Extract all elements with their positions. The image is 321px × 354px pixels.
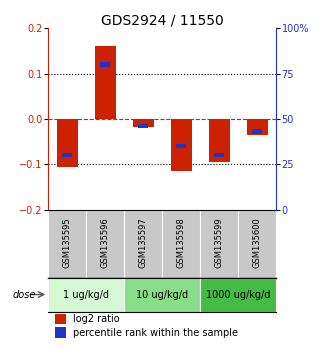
- Bar: [55, 314, 66, 324]
- Text: log2 ratio: log2 ratio: [73, 314, 120, 324]
- Bar: [133, 119, 153, 127]
- Bar: [238, 210, 276, 278]
- Text: 1 ug/kg/d: 1 ug/kg/d: [63, 290, 109, 299]
- Bar: [124, 210, 162, 278]
- Bar: [48, 278, 124, 312]
- Bar: [57, 119, 78, 166]
- Bar: [62, 153, 72, 158]
- Bar: [247, 119, 267, 135]
- Text: GSM135599: GSM135599: [214, 217, 224, 268]
- Text: dose: dose: [13, 290, 36, 299]
- Bar: [95, 46, 116, 119]
- Bar: [252, 129, 262, 134]
- Bar: [200, 210, 238, 278]
- Bar: [209, 119, 230, 162]
- Text: 10 ug/kg/d: 10 ug/kg/d: [136, 290, 188, 299]
- Bar: [48, 210, 86, 278]
- Text: GSM135598: GSM135598: [177, 217, 186, 268]
- Bar: [138, 124, 148, 129]
- Text: GSM135595: GSM135595: [63, 217, 72, 268]
- Bar: [171, 119, 192, 171]
- Bar: [176, 144, 186, 148]
- Bar: [124, 278, 200, 312]
- Bar: [200, 278, 276, 312]
- Text: GSM135600: GSM135600: [253, 217, 262, 268]
- Bar: [214, 153, 224, 158]
- Title: GDS2924 / 11550: GDS2924 / 11550: [101, 13, 223, 27]
- Text: 1000 ug/kg/d: 1000 ug/kg/d: [206, 290, 270, 299]
- Bar: [162, 210, 200, 278]
- Bar: [86, 210, 124, 278]
- Text: GSM135597: GSM135597: [139, 217, 148, 268]
- Bar: [100, 62, 110, 67]
- Text: percentile rank within the sample: percentile rank within the sample: [73, 328, 238, 338]
- Bar: [55, 327, 66, 338]
- Text: GSM135596: GSM135596: [100, 217, 110, 268]
